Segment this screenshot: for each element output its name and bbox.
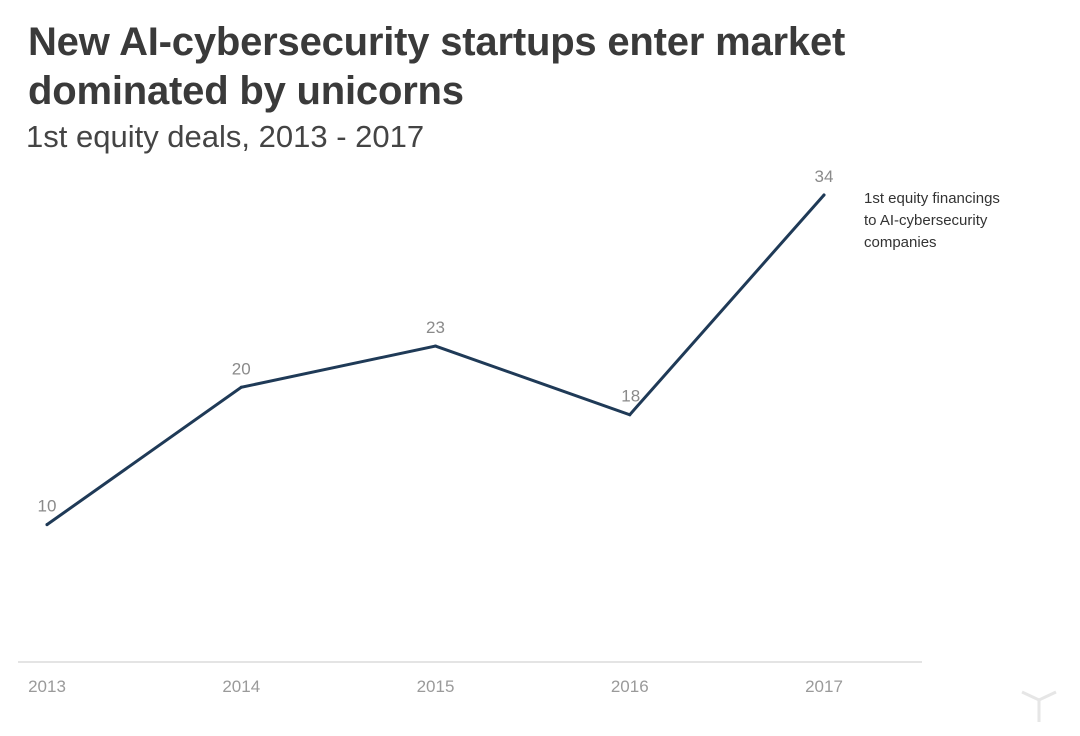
x-tick-label: 2015 [417,677,455,696]
series-annotation: 1st equity financings to AI-cybersecurit… [864,188,1054,254]
data-point [628,413,632,417]
series-line [45,193,826,527]
annotation-line: to AI-cybersecurity [864,212,988,229]
watermark-logo-icon [1021,690,1057,722]
x-tick-label: 2017 [805,677,843,696]
chart-title: New AI-cybersecurity startups enter mark… [28,20,846,113]
data-label: 23 [426,318,445,337]
chart-subtitle: 1st equity deals, 2013 - 2017 [26,119,425,154]
data-point [239,385,243,389]
data-label: 10 [38,497,57,516]
x-tick-label: 2014 [222,677,260,696]
data-label: 18 [621,387,640,406]
data-point [434,344,437,348]
data-point [822,193,826,197]
data-point [45,523,49,527]
annotation-line: companies [864,234,937,251]
x-tick-label: 2013 [28,677,66,696]
annotation-line: 1st equity financings [864,190,1000,207]
x-tick-label: 2016 [611,677,649,696]
data-label: 34 [815,167,834,186]
data-label: 20 [232,359,251,378]
